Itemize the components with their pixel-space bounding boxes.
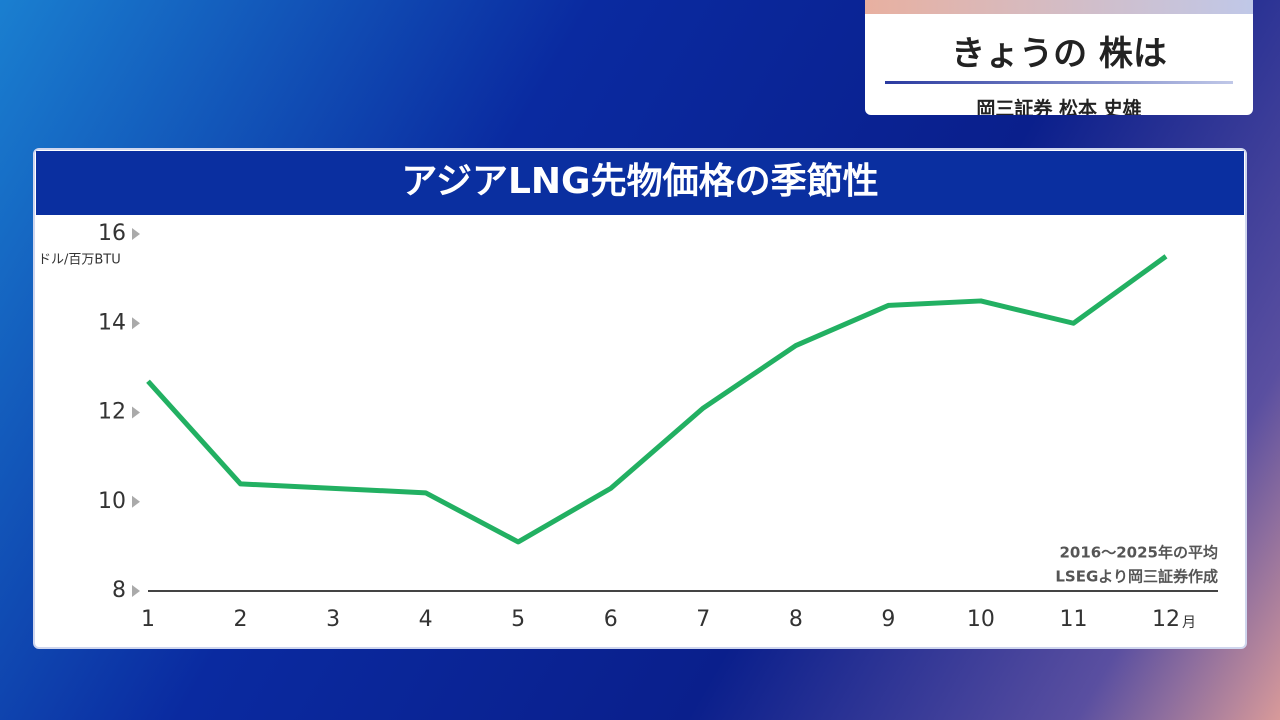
y-tick-mark <box>132 317 140 330</box>
title-bar <box>36 151 1244 215</box>
x-tick-label: 12 <box>1152 607 1180 632</box>
y-tick-label: 10 <box>98 489 126 514</box>
note: 2016～2025年の平均 <box>1060 544 1219 562</box>
x-tick-label: 5 <box>511 607 525 632</box>
presenter: 岡三証券 松本 史雄 <box>976 98 1142 115</box>
x-tick-label: 2 <box>234 607 248 632</box>
y-tick-mark <box>132 495 140 508</box>
x-unit: 月 <box>1182 615 1196 631</box>
program-title: きょうの 株は <box>951 34 1167 74</box>
x-tick-label: 4 <box>419 607 433 632</box>
y-tick-label: 14 <box>98 310 126 335</box>
program-header: きょうの 株は 岡三証券 松本 史雄 <box>865 0 1253 115</box>
line-series <box>146 254 1168 545</box>
x-tick-label: 9 <box>881 607 895 632</box>
chart-panel <box>33 148 1247 649</box>
x-tick-label: 6 <box>604 607 618 632</box>
chart-title: アジアLNG先物価格の季節性 <box>401 161 878 202</box>
header-rule <box>885 81 1233 84</box>
y-tick-mark <box>132 228 140 240</box>
header-strip <box>865 0 1253 14</box>
y-tick-mark <box>132 406 140 419</box>
x-tick-label: 7 <box>696 607 710 632</box>
y-axis-label: ドル/百万BTU <box>38 253 121 268</box>
note: LSEGより岡三証券作成 <box>1055 568 1218 586</box>
y-tick-mark <box>132 585 140 597</box>
x-tick-label: 3 <box>326 607 340 632</box>
y-tick-label: 8 <box>112 578 126 603</box>
x-tick-label: 11 <box>1059 607 1087 632</box>
x-tick-label: 8 <box>789 607 803 632</box>
x-tick-label: 10 <box>967 607 995 632</box>
x-tick-label: 1 <box>141 607 155 632</box>
y-tick-label: 16 <box>98 221 126 246</box>
y-tick-label: 12 <box>98 400 126 425</box>
